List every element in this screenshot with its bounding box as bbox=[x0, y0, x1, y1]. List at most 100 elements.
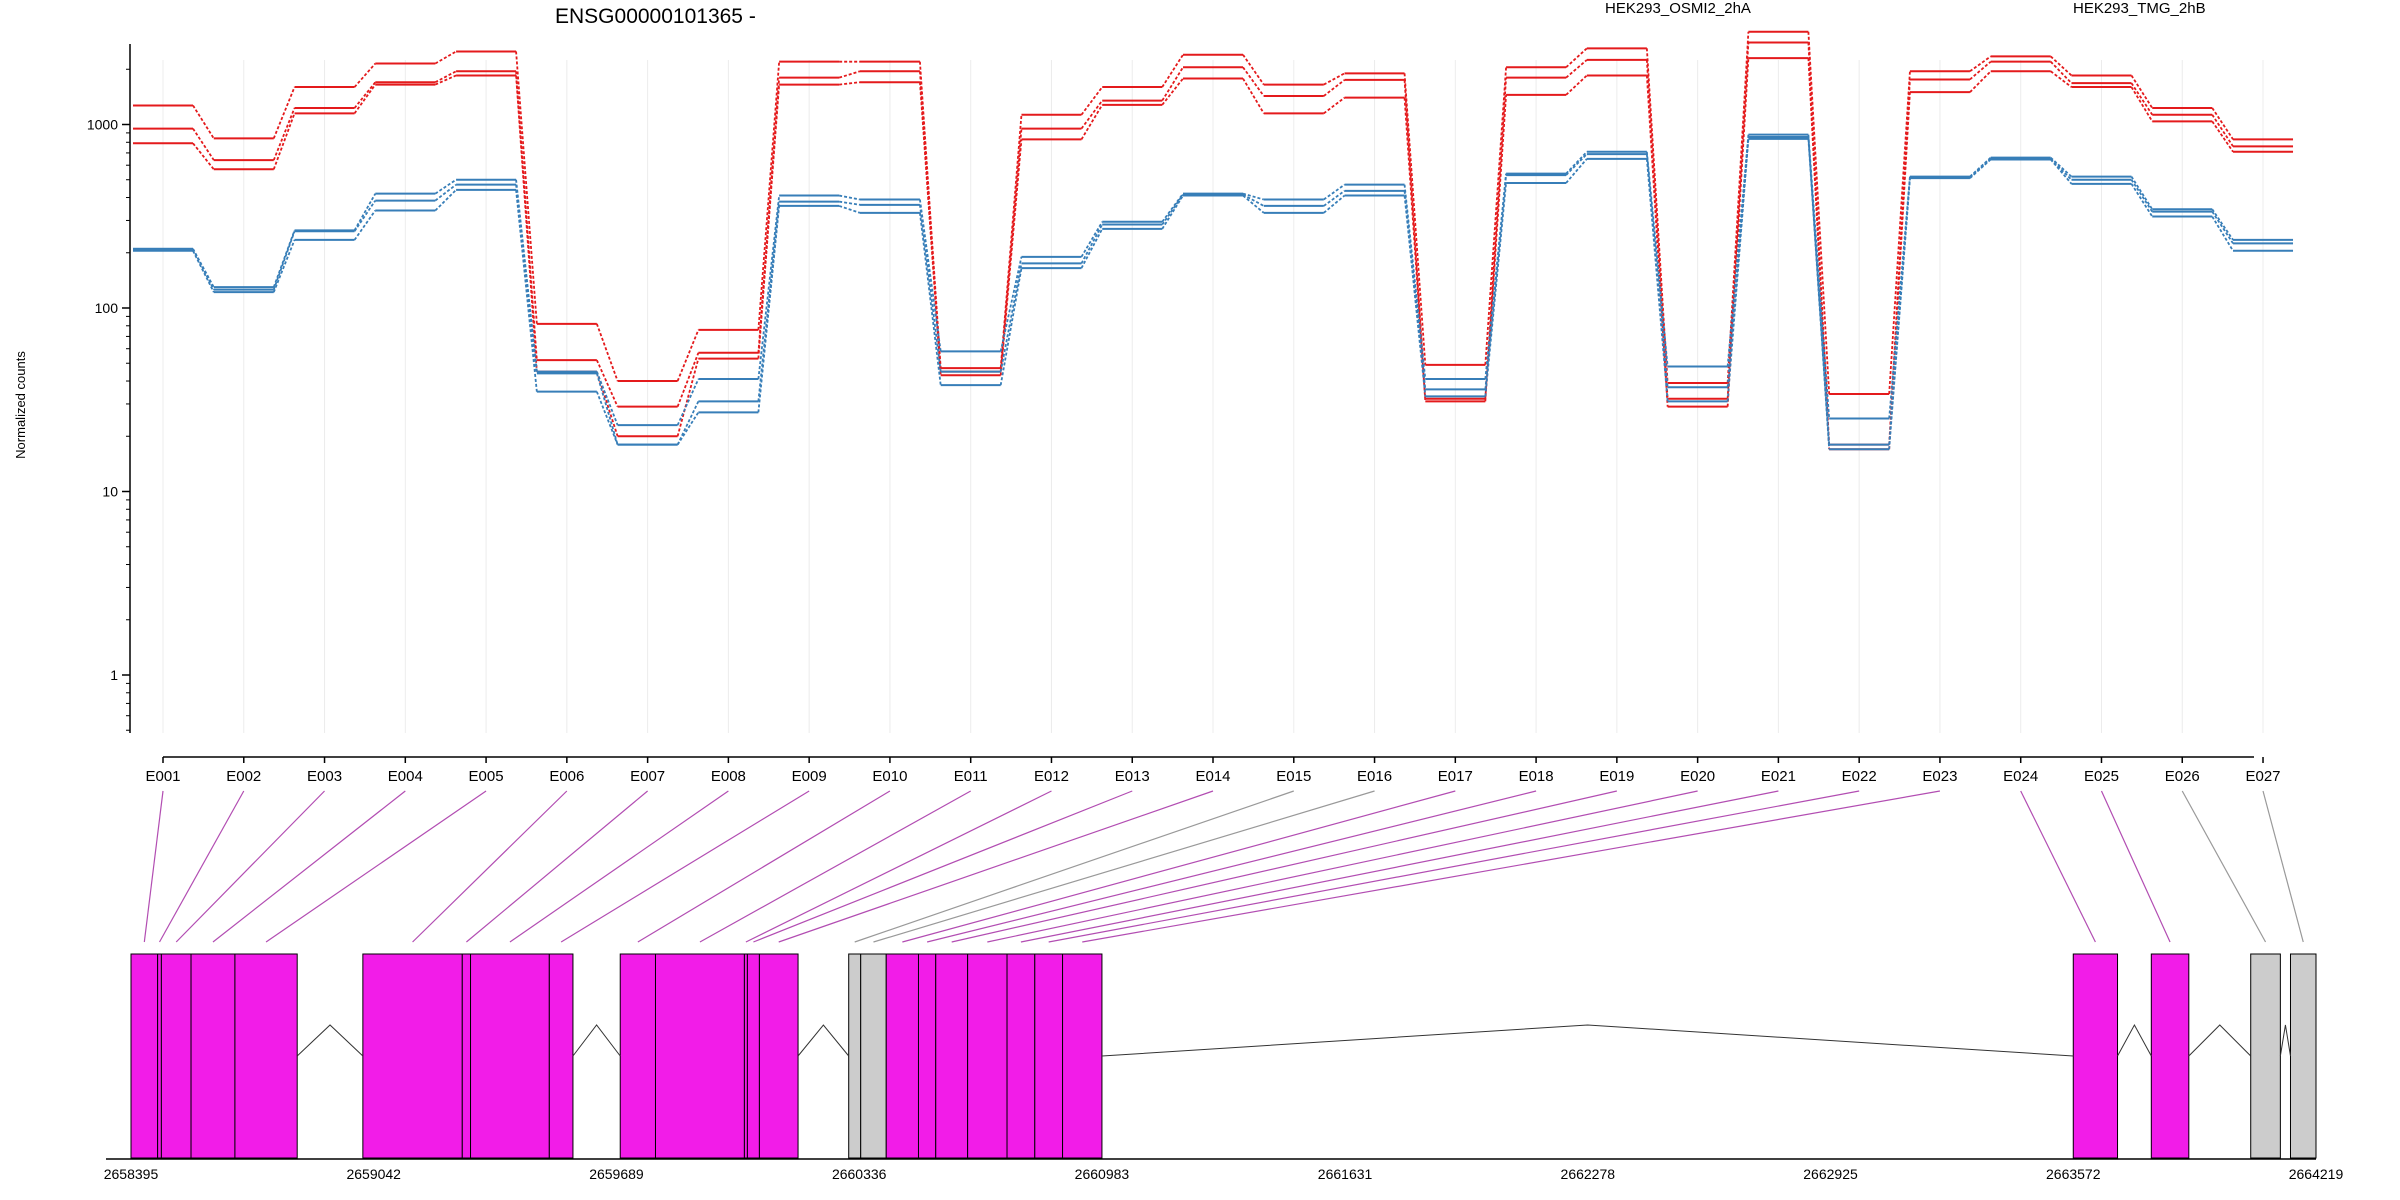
series-connector bbox=[838, 205, 861, 214]
series-connector bbox=[1242, 192, 1265, 201]
connector-E008 bbox=[509, 790, 729, 943]
series-connector bbox=[2130, 179, 2154, 213]
connector-E009 bbox=[560, 790, 810, 943]
series-connector bbox=[1242, 78, 1265, 114]
series-connector bbox=[838, 70, 861, 79]
y-axis-label: Normalized counts bbox=[13, 351, 28, 459]
exon-box-E023 bbox=[1062, 953, 1103, 1159]
legend-label-osmi2: HEK293_OSMI2_2hA bbox=[1605, 0, 1751, 17]
exon-box-E022 bbox=[1034, 953, 1064, 1159]
connector-E026 bbox=[2181, 790, 2267, 943]
series-connector bbox=[1484, 94, 1507, 402]
series-connector bbox=[1969, 60, 1992, 81]
exon-box-E025 bbox=[2150, 953, 2190, 1159]
y-tick-label: 1 bbox=[110, 667, 118, 683]
x-tick-label-E018: E018 bbox=[1519, 768, 1554, 785]
series-HEK293_OSMI2_2hA-2 bbox=[133, 57, 2294, 451]
connector-E022 bbox=[1048, 790, 1860, 943]
exon-box-E017 bbox=[885, 953, 919, 1159]
x-tick-label-E014: E014 bbox=[1195, 768, 1230, 785]
series-connector bbox=[676, 329, 700, 382]
series-connector bbox=[1242, 66, 1265, 97]
series-connector bbox=[1565, 151, 1588, 175]
y-tick-label: 1000 bbox=[87, 117, 118, 133]
exon-box-E020 bbox=[967, 953, 1008, 1159]
connector-E018 bbox=[926, 790, 1537, 943]
series-connector bbox=[1403, 97, 1427, 402]
series-connector bbox=[1080, 86, 1103, 116]
exon-box-E015 bbox=[848, 953, 862, 1159]
series-connector bbox=[1403, 195, 1427, 397]
exon-box-E027 bbox=[2289, 953, 2317, 1159]
exon-box-E014 bbox=[758, 953, 799, 1159]
exon-box-E005 bbox=[234, 953, 298, 1159]
exon-connector-lines bbox=[143, 790, 2304, 943]
series-connector bbox=[919, 212, 942, 386]
series-connector bbox=[1323, 190, 1346, 207]
x-tick-label-E003: E003 bbox=[307, 768, 342, 785]
genomic-coordinate-axis: 2658395 2659042 2659689 2660336 2660983 26616… bbox=[104, 1158, 2344, 1182]
series-connector bbox=[272, 230, 296, 290]
genomic-tick-label: 2658395 bbox=[104, 1166, 159, 1182]
exon-box-E007 bbox=[461, 953, 472, 1159]
series-connector bbox=[2130, 176, 2154, 210]
intron-line bbox=[296, 1024, 364, 1057]
series-connector bbox=[2211, 216, 2234, 252]
series-connector bbox=[999, 139, 1023, 376]
series-connector bbox=[1080, 100, 1103, 130]
series-HEK293_OSMI2_2hA-0 bbox=[133, 30, 2294, 395]
series-connector bbox=[1080, 224, 1104, 264]
series-connector bbox=[676, 400, 700, 446]
series-connector bbox=[2130, 74, 2154, 109]
x-tick-label-E011: E011 bbox=[954, 768, 988, 785]
x-tick-label-E025: E025 bbox=[2084, 768, 2119, 785]
x-tick-label-E009: E009 bbox=[792, 768, 827, 785]
series-connector bbox=[353, 62, 376, 88]
y-axis: 1 10 100 1000 bbox=[87, 44, 131, 733]
series-connector bbox=[595, 373, 619, 445]
exon-box-E004 bbox=[190, 953, 236, 1159]
series-connector bbox=[596, 323, 619, 382]
exon-box-E009 bbox=[548, 953, 574, 1159]
series-connector bbox=[272, 107, 296, 161]
x-tick-label-E007: E007 bbox=[630, 768, 665, 785]
series-connector bbox=[757, 205, 781, 413]
x-tick-label-E013: E013 bbox=[1115, 768, 1150, 785]
x-tick-label-E024: E024 bbox=[2003, 768, 2038, 785]
x-tick-label-E020: E020 bbox=[1680, 768, 1715, 785]
exon-box-E006 bbox=[362, 953, 463, 1159]
series-connector bbox=[1726, 136, 1750, 388]
x-tick-label-E021: E021 bbox=[1761, 768, 1796, 785]
series-connector bbox=[1888, 71, 1911, 395]
genomic-tick-label: 2660336 bbox=[832, 1166, 887, 1182]
exon-box-E026 bbox=[2250, 953, 2281, 1159]
genomic-tick-label: 2659689 bbox=[589, 1166, 644, 1182]
series-connector bbox=[1161, 193, 1184, 223]
series-connector bbox=[434, 70, 457, 84]
series-connector bbox=[596, 391, 619, 445]
exon-box-E024 bbox=[2072, 953, 2119, 1159]
series-connector bbox=[1807, 138, 1831, 450]
series-connector bbox=[434, 50, 457, 65]
x-tick-label-E002: E002 bbox=[226, 768, 261, 785]
series-connector bbox=[596, 371, 619, 426]
series-connector bbox=[192, 248, 215, 290]
connector-E017 bbox=[902, 790, 1456, 943]
series-connector bbox=[1080, 228, 1104, 269]
connector-E010 bbox=[637, 790, 891, 943]
connector-E001 bbox=[143, 790, 164, 943]
series-connector bbox=[919, 199, 942, 352]
x-tick-label-E012: E012 bbox=[1034, 768, 1069, 785]
x-tick-label-E008: E008 bbox=[711, 768, 746, 785]
series-connector bbox=[1080, 104, 1104, 140]
series-connector bbox=[192, 104, 215, 139]
series-connector bbox=[1565, 59, 1588, 79]
series-connector bbox=[676, 358, 700, 437]
series-connector bbox=[1726, 134, 1750, 367]
series-connector bbox=[272, 86, 296, 139]
series-connector bbox=[676, 378, 700, 426]
genomic-tick-label: 2664219 bbox=[2289, 1166, 2344, 1182]
connector-E004 bbox=[212, 790, 406, 943]
series-connector bbox=[1242, 54, 1265, 86]
